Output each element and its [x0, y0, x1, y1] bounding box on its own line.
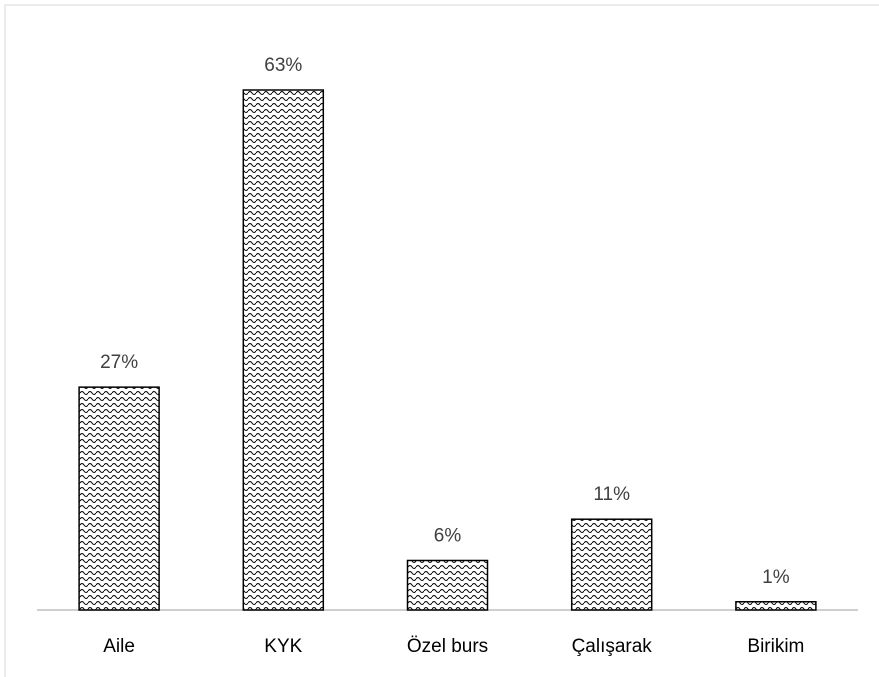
data-label: 11%	[593, 484, 630, 505]
x-tick-label: Birikim	[747, 636, 804, 657]
x-tick-label: Özel burs	[407, 636, 488, 657]
data-label: 1%	[762, 567, 790, 588]
bar	[242, 89, 325, 611]
bar	[570, 518, 653, 611]
x-tick-label: Aile	[103, 636, 135, 657]
bar	[406, 559, 489, 611]
chart-frame	[4, 4, 879, 677]
data-label: 6%	[434, 525, 462, 546]
bar	[735, 600, 817, 611]
data-label: 63%	[264, 55, 302, 76]
bar	[78, 386, 160, 611]
x-tick-label: Çalışarak	[572, 636, 653, 657]
x-tick-label: KYK	[264, 636, 302, 657]
data-label: 27%	[100, 352, 138, 373]
